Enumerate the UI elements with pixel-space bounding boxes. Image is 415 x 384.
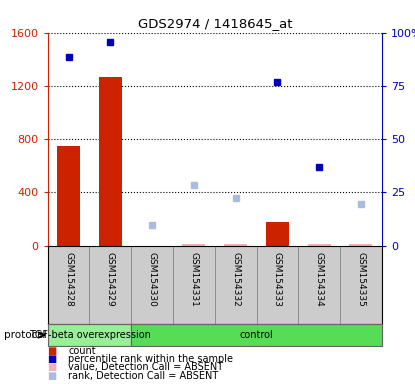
- Bar: [131, 246, 173, 324]
- Text: ■: ■: [47, 346, 56, 356]
- Text: GSM154333: GSM154333: [273, 252, 282, 307]
- Bar: [131, 324, 382, 346]
- Text: GSM154332: GSM154332: [231, 252, 240, 307]
- Text: protocol: protocol: [4, 330, 47, 340]
- Bar: [224, 244, 247, 246]
- Text: rank, Detection Call = ABSENT: rank, Detection Call = ABSENT: [68, 371, 219, 381]
- Bar: [298, 246, 340, 324]
- Text: GSM154331: GSM154331: [189, 252, 198, 307]
- Bar: [266, 222, 289, 246]
- Bar: [215, 246, 256, 324]
- Text: GSM154329: GSM154329: [106, 252, 115, 307]
- Bar: [48, 324, 131, 346]
- Text: GSM154328: GSM154328: [64, 252, 73, 307]
- Text: ■: ■: [47, 362, 56, 372]
- Bar: [48, 246, 90, 324]
- Text: ■: ■: [47, 354, 56, 364]
- Text: TGF-beta overexpression: TGF-beta overexpression: [29, 330, 150, 340]
- Title: GDS2974 / 1418645_at: GDS2974 / 1418645_at: [137, 17, 292, 30]
- Bar: [340, 246, 382, 324]
- Bar: [183, 244, 205, 246]
- Text: GSM154330: GSM154330: [148, 252, 156, 307]
- Text: GSM154335: GSM154335: [356, 252, 366, 307]
- Bar: [349, 244, 372, 246]
- Bar: [57, 146, 80, 246]
- Bar: [99, 76, 122, 246]
- Text: percentile rank within the sample: percentile rank within the sample: [68, 354, 234, 364]
- Text: count: count: [68, 346, 96, 356]
- Text: control: control: [239, 330, 273, 340]
- Bar: [308, 244, 331, 246]
- Bar: [90, 246, 131, 324]
- Text: ■: ■: [47, 371, 56, 381]
- Text: GSM154334: GSM154334: [315, 252, 324, 307]
- Bar: [173, 246, 215, 324]
- Bar: [256, 246, 298, 324]
- Text: value, Detection Call = ABSENT: value, Detection Call = ABSENT: [68, 362, 224, 372]
